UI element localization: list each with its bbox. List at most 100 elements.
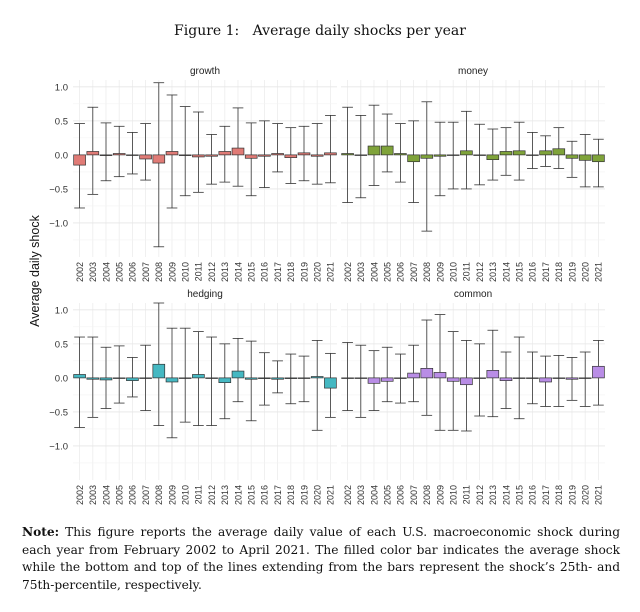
bar	[592, 365, 605, 379]
bar	[446, 377, 460, 382]
x-tick-label: 2007	[409, 262, 419, 282]
x-tick-label: 2002	[75, 485, 85, 505]
x-tick-label: 2004	[101, 485, 111, 505]
bar	[367, 145, 381, 156]
x-tick-label: 2009	[435, 262, 445, 282]
bar	[460, 150, 473, 156]
x-tick-label: 2015	[515, 262, 525, 282]
bar	[86, 151, 100, 156]
x-tick-label: 2012	[475, 485, 485, 505]
x-tick-label: 2012	[207, 485, 217, 505]
x-tick-label: 2010	[449, 262, 459, 282]
figure-note: Note: This figure reports the average dai…	[22, 524, 620, 594]
bar	[499, 151, 513, 156]
bar	[192, 374, 205, 379]
bar	[512, 150, 526, 156]
bar	[420, 368, 434, 379]
x-tick-label: 2007	[409, 485, 419, 505]
y-tick-label: 1.0	[55, 82, 68, 93]
note-label: Note:	[22, 525, 60, 539]
x-tick-label: 2006	[128, 485, 138, 505]
x-tick-label: 2006	[396, 485, 406, 505]
bar	[565, 154, 579, 159]
y-tick-label: −0.5	[49, 407, 68, 418]
bar	[420, 154, 434, 159]
bar	[244, 154, 258, 159]
bar	[271, 153, 284, 156]
bar	[310, 376, 324, 379]
bar	[367, 377, 381, 384]
panel-background	[73, 303, 337, 480]
bar	[231, 147, 245, 156]
y-tick-label: −1.0	[49, 441, 68, 452]
x-tick-label: 2020	[313, 262, 323, 282]
bar	[126, 377, 139, 381]
x-tick-label: 2020	[581, 485, 591, 505]
y-tick-label: 0.0	[55, 150, 68, 161]
x-tick-label: 2014	[501, 262, 511, 282]
x-tick-label: 2002	[343, 485, 353, 505]
x-tick-label: 2016	[260, 262, 270, 282]
x-tick-label: 2014	[233, 485, 243, 505]
x-tick-label: 2014	[501, 485, 511, 505]
y-axis-label: Average daily shock	[28, 214, 42, 326]
x-tick-label: 2004	[369, 262, 379, 282]
x-tick-label: 2021	[326, 262, 336, 282]
bar	[407, 372, 420, 379]
panel-title: growth	[190, 66, 220, 77]
bar	[539, 150, 552, 156]
bar	[446, 154, 460, 156]
bar	[592, 154, 605, 163]
y-tick-label: 0.5	[55, 339, 68, 350]
bar	[578, 377, 592, 379]
x-tick-label: 2005	[115, 485, 125, 505]
bar	[341, 153, 354, 156]
x-tick-label: 2013	[220, 485, 230, 505]
bar	[258, 377, 271, 379]
bar	[486, 154, 500, 160]
bar	[565, 377, 579, 380]
bar	[205, 377, 218, 379]
bar	[258, 154, 271, 157]
x-tick-label: 2003	[88, 262, 98, 282]
x-tick-label: 2005	[115, 262, 125, 282]
x-tick-label: 2015	[515, 485, 525, 505]
bar	[244, 377, 258, 380]
bar	[165, 151, 179, 156]
x-tick-label: 2007	[141, 485, 151, 505]
x-tick-label: 2013	[220, 262, 230, 282]
x-tick-label: 2004	[101, 262, 111, 282]
x-tick-label: 2002	[343, 262, 353, 282]
x-tick-label: 2013	[488, 262, 498, 282]
x-tick-label: 2005	[383, 485, 393, 505]
bar	[139, 377, 152, 379]
bar	[552, 377, 566, 379]
x-tick-label: 2021	[594, 485, 604, 505]
bar	[152, 363, 166, 379]
bar	[86, 377, 100, 380]
x-tick-label: 2017	[541, 262, 551, 282]
bar	[539, 377, 552, 383]
panel-title: common	[454, 289, 492, 300]
bar	[139, 154, 152, 160]
figure: Figure 1: Average daily shocks per year …	[28, 23, 605, 505]
x-tick-label: 2017	[273, 485, 283, 505]
bar	[284, 154, 298, 158]
bar	[473, 154, 486, 156]
bar	[578, 154, 592, 161]
bar	[433, 372, 447, 379]
bar	[310, 154, 324, 157]
x-tick-label: 2019	[299, 485, 309, 505]
x-tick-label: 2005	[383, 262, 393, 282]
bar	[394, 153, 407, 156]
x-tick-label: 2010	[181, 262, 191, 282]
x-tick-label: 2006	[396, 262, 406, 282]
x-tick-label: 2008	[422, 485, 432, 505]
bar	[126, 154, 139, 156]
x-tick-label: 2008	[422, 262, 432, 282]
x-tick-label: 2019	[567, 485, 577, 505]
bar	[178, 377, 192, 379]
bar	[341, 377, 354, 379]
panel-title: hedging	[187, 289, 223, 300]
panel-hedging: hedging 1.0 0.5 0.0 −0.5 −1.0 2002 2003 2004 2005…	[49, 289, 337, 505]
